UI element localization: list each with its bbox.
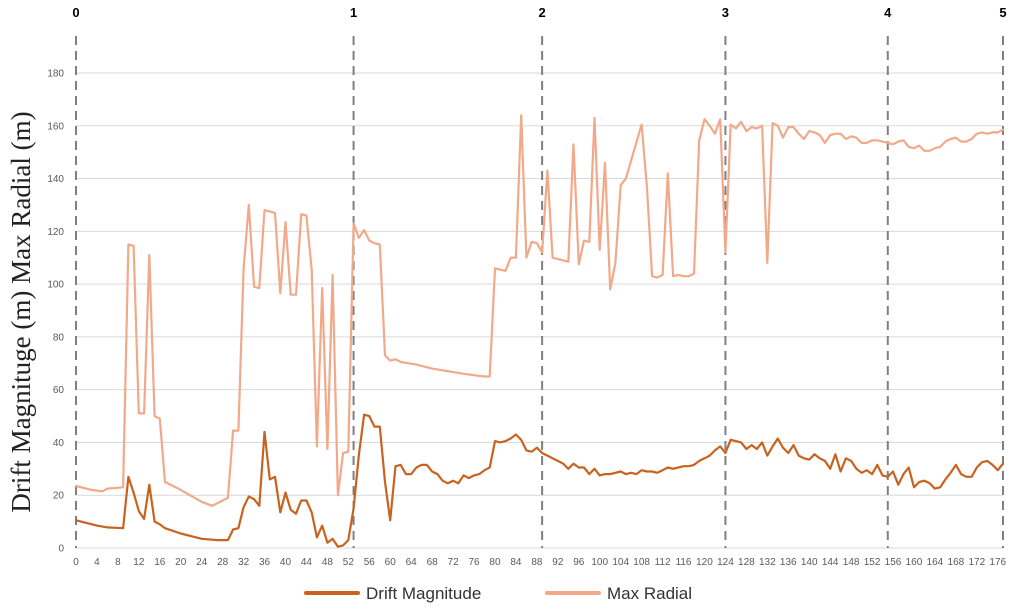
phase-marker-label: 0 bbox=[72, 5, 79, 20]
x-tick-label: 76 bbox=[468, 557, 480, 568]
x-tick-label: 120 bbox=[696, 557, 713, 568]
x-tick-label: 32 bbox=[238, 557, 250, 568]
x-tick-label: 72 bbox=[448, 557, 460, 568]
x-tick-label: 96 bbox=[573, 557, 585, 568]
phase-marker-label: 2 bbox=[539, 5, 546, 20]
x-tick-label: 92 bbox=[552, 557, 564, 568]
phase-marker-label: 4 bbox=[884, 5, 892, 20]
x-tick-label: 140 bbox=[801, 557, 818, 568]
y-tick-label: 80 bbox=[53, 332, 65, 343]
y-tick-label: 180 bbox=[47, 69, 64, 80]
x-tick-label: 44 bbox=[301, 557, 313, 568]
x-axis-ticks: 0 4 8 12 16 20 24 28 32 36 40 44 48 52 56 60 64 68 72 76 80 8… bbox=[73, 557, 1006, 568]
y-tick-label: 140 bbox=[47, 174, 64, 185]
x-tick-label: 60 bbox=[385, 557, 397, 568]
x-tick-label: 108 bbox=[633, 557, 650, 568]
series-line-drift-magnitude bbox=[74, 413, 1005, 548]
x-tick-label: 20 bbox=[175, 557, 187, 568]
x-tick-label: 176 bbox=[989, 557, 1006, 568]
phase-marker-label: 3 bbox=[722, 5, 729, 20]
x-tick-label: 8 bbox=[115, 557, 121, 568]
x-tick-label: 100 bbox=[591, 557, 608, 568]
y-tick-label: 100 bbox=[47, 280, 64, 291]
y-tick-label: 40 bbox=[53, 438, 65, 449]
legend: Drift Magnitude Max Radial bbox=[304, 584, 692, 603]
x-tick-label: 144 bbox=[822, 557, 839, 568]
x-tick-label: 16 bbox=[154, 557, 166, 568]
x-tick-label: 136 bbox=[780, 557, 797, 568]
x-tick-label: 164 bbox=[927, 557, 944, 568]
x-tick-label: 40 bbox=[280, 557, 292, 568]
y-tick-label: 20 bbox=[53, 491, 65, 502]
y-tick-label: 60 bbox=[53, 385, 65, 396]
x-tick-label: 48 bbox=[322, 557, 334, 568]
x-tick-label: 56 bbox=[364, 557, 376, 568]
x-tick-label: 128 bbox=[738, 557, 755, 568]
x-tick-label: 124 bbox=[717, 557, 734, 568]
x-tick-label: 68 bbox=[427, 557, 439, 568]
legend-label-drift-magnitude: Drift Magnitude bbox=[366, 584, 481, 603]
series-line-max-radial bbox=[74, 114, 1005, 507]
x-tick-label: 24 bbox=[196, 557, 208, 568]
x-tick-label: 28 bbox=[217, 557, 229, 568]
x-tick-label: 80 bbox=[489, 557, 501, 568]
y-axis-label: Drift Magnituge (m) Max Radial (m) bbox=[6, 111, 36, 512]
y-axis-ticks: 0 20 40 60 80 100 120 140 160 180 bbox=[47, 69, 64, 555]
series-lines bbox=[74, 114, 1005, 548]
x-tick-label: 156 bbox=[885, 557, 902, 568]
phase-marker-label: 5 bbox=[999, 5, 1006, 20]
x-tick-label: 104 bbox=[612, 557, 629, 568]
x-tick-label: 36 bbox=[259, 557, 271, 568]
phase-markers: 0 1 2 3 4 5 bbox=[72, 5, 1007, 548]
y-tick-label: 160 bbox=[47, 121, 64, 132]
x-tick-label: 116 bbox=[676, 557, 692, 568]
x-tick-label: 152 bbox=[864, 557, 881, 568]
x-tick-label: 4 bbox=[94, 557, 100, 568]
x-tick-label: 84 bbox=[510, 557, 522, 568]
x-tick-label: 64 bbox=[406, 557, 418, 568]
grid-lines bbox=[76, 72, 1003, 549]
x-tick-label: 132 bbox=[759, 557, 776, 568]
x-tick-label: 148 bbox=[843, 557, 860, 568]
x-tick-label: 0 bbox=[73, 557, 79, 568]
x-tick-label: 172 bbox=[968, 557, 985, 568]
y-tick-label: 0 bbox=[58, 544, 64, 555]
x-tick-label: 52 bbox=[343, 557, 355, 568]
x-tick-label: 112 bbox=[655, 557, 671, 568]
x-tick-label: 168 bbox=[948, 557, 965, 568]
x-tick-label: 88 bbox=[531, 557, 543, 568]
phase-marker-label: 1 bbox=[350, 5, 357, 20]
y-tick-label: 120 bbox=[47, 227, 64, 238]
x-tick-label: 160 bbox=[906, 557, 923, 568]
x-tick-label: 12 bbox=[133, 557, 145, 568]
legend-label-max-radial: Max Radial bbox=[607, 584, 692, 603]
